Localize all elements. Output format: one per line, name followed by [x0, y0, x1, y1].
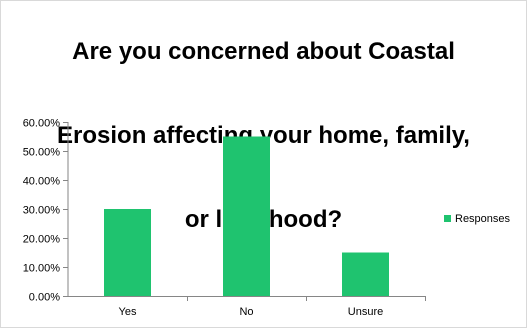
y-tick-label: 50.00%: [23, 147, 61, 159]
y-tick-label: 60.00%: [23, 118, 61, 130]
y-tick-label: 0.00%: [29, 292, 60, 304]
legend: Responses: [444, 213, 511, 225]
x-tick-label: Yes: [119, 306, 137, 318]
y-tick-label: 30.00%: [23, 205, 61, 217]
x-tick-label: Unsure: [348, 306, 383, 318]
bar-unsure: [342, 252, 389, 296]
legend-swatch: [444, 215, 451, 222]
x-tick-label: No: [239, 306, 253, 318]
y-tick-label: 10.00%: [23, 263, 61, 275]
bar-yes: [104, 209, 151, 296]
bars: [104, 136, 389, 296]
bar-no: [223, 136, 270, 296]
x-axis: Yes No Unsure: [68, 296, 426, 318]
legend-label: Responses: [455, 213, 511, 225]
y-axis: 0.00% 10.00% 20.00% 30.00% 40.00% 50.00% 60.00…: [23, 118, 69, 304]
chart-title-line-1: Are you concerned about Coastal: [72, 38, 455, 65]
y-tick-label: 20.00%: [23, 234, 61, 246]
y-tick-label: 40.00%: [23, 176, 61, 188]
